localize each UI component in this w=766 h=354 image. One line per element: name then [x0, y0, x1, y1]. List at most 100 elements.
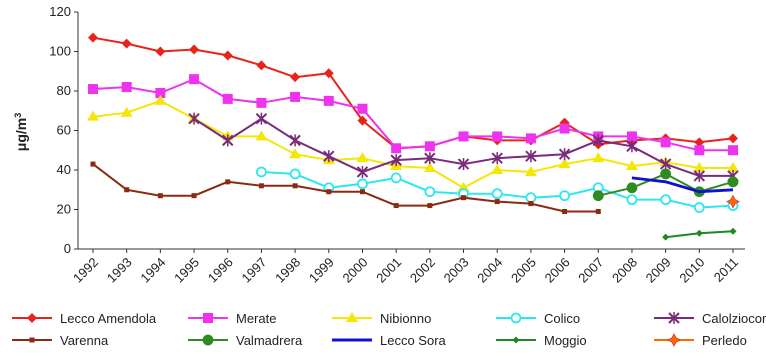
data-point: [189, 44, 200, 55]
data-point: [592, 190, 604, 202]
data-point: [562, 208, 568, 214]
data-point: [559, 190, 570, 202]
y-tick-label: 40: [57, 162, 71, 177]
x-tick-label: 1994: [137, 255, 168, 286]
legend-item: Moggio: [496, 333, 587, 348]
x-tick-label: 2005: [508, 255, 539, 286]
y-tick-label: 0: [64, 241, 71, 256]
data-point: [625, 160, 638, 171]
data-point: [393, 203, 399, 209]
x-tick-label: 2002: [407, 255, 438, 286]
series-line: [92, 78, 733, 152]
data-point: [155, 46, 166, 57]
x-tick-label: 1997: [238, 255, 269, 286]
data-point: [202, 334, 214, 346]
data-point: [729, 227, 737, 235]
data-point: [120, 106, 133, 117]
data-point: [256, 97, 267, 108]
data-point: [728, 145, 738, 156]
plot-area: [87, 32, 740, 241]
legend-item: Lecco Amendola: [12, 311, 157, 326]
series-lecco-sora: [631, 176, 734, 194]
x-tick-label: 1995: [171, 255, 202, 286]
legend-label: Varenna: [60, 333, 109, 348]
data-point: [87, 110, 99, 121]
legend-item: Lecco Sora: [332, 333, 447, 348]
data-point: [121, 82, 132, 93]
x-tick-label: 2007: [575, 255, 606, 286]
data-point: [155, 87, 166, 98]
data-point: [323, 150, 335, 163]
data-point: [191, 193, 197, 199]
data-point: [491, 164, 504, 174]
x-tick-label: 1999: [306, 255, 337, 286]
series-perledo: [726, 194, 740, 209]
y-tick-labels: 0 20 40 60 80 100 120: [49, 4, 71, 256]
data-point: [390, 172, 402, 184]
series-merate: [88, 74, 738, 156]
data-point: [626, 194, 638, 206]
y-axis-title: μg/m3: [13, 113, 29, 151]
data-point: [525, 133, 536, 144]
data-point: [695, 229, 703, 237]
data-point: [90, 161, 96, 167]
data-point: [323, 68, 334, 79]
data-point: [461, 195, 467, 201]
x-tick-label: 2004: [474, 255, 505, 286]
legend-label: Perledo: [702, 333, 747, 348]
legend-label: Moggio: [544, 333, 587, 348]
data-point: [525, 150, 537, 163]
data-point: [424, 152, 436, 165]
data-point: [289, 148, 302, 159]
data-point: [357, 115, 368, 126]
data-point: [728, 133, 738, 144]
x-tick-label: 2000: [340, 255, 371, 286]
data-point: [694, 137, 705, 148]
data-point: [491, 188, 503, 200]
y-tick-label: 60: [57, 123, 71, 138]
data-point: [660, 137, 671, 148]
data-point: [289, 134, 301, 147]
data-point: [524, 165, 537, 176]
x-tick-label: 1993: [104, 255, 135, 286]
data-point: [326, 189, 332, 195]
data-point: [626, 182, 638, 194]
data-point: [510, 312, 522, 324]
data-point: [458, 131, 469, 142]
legend-item: Valmadrera: [188, 333, 303, 348]
series-line: [92, 36, 734, 150]
data-point: [29, 337, 35, 343]
data-point: [256, 166, 267, 178]
legend-item: Merate: [188, 311, 276, 326]
data-point: [157, 193, 163, 199]
data-point: [391, 143, 402, 154]
series-nibionno: [87, 94, 739, 192]
legend-item: Calolziocorte: [654, 311, 766, 326]
legend: Lecco Amendola Merate Nibionno Colico Calolz…: [12, 311, 766, 348]
data-point: [292, 183, 298, 189]
data-point: [424, 186, 436, 198]
data-point: [494, 199, 500, 205]
data-point: [323, 95, 334, 106]
legend-label: Lecco Amendola: [60, 311, 157, 326]
x-tick-label: 2008: [609, 255, 640, 286]
data-point: [423, 162, 436, 173]
legend-item: Varenna: [12, 333, 109, 348]
series-line: [92, 163, 599, 213]
data-point: [27, 313, 37, 323]
x-tick-label: 2006: [542, 255, 573, 286]
legend-item: Perledo: [654, 333, 747, 348]
series-line: [631, 176, 734, 194]
legend-label: Calolziocorte: [702, 311, 766, 326]
data-point: [258, 183, 264, 189]
data-point: [693, 202, 705, 213]
x-tick-label: 2010: [676, 255, 707, 286]
data-point: [595, 208, 601, 214]
data-point: [726, 194, 740, 209]
data-point: [222, 93, 233, 104]
x-tick-label: 1996: [205, 255, 236, 286]
series-lecco-amendola: [88, 32, 738, 154]
series-varenna: [90, 161, 601, 214]
data-point: [255, 112, 268, 125]
data-point: [693, 162, 706, 173]
